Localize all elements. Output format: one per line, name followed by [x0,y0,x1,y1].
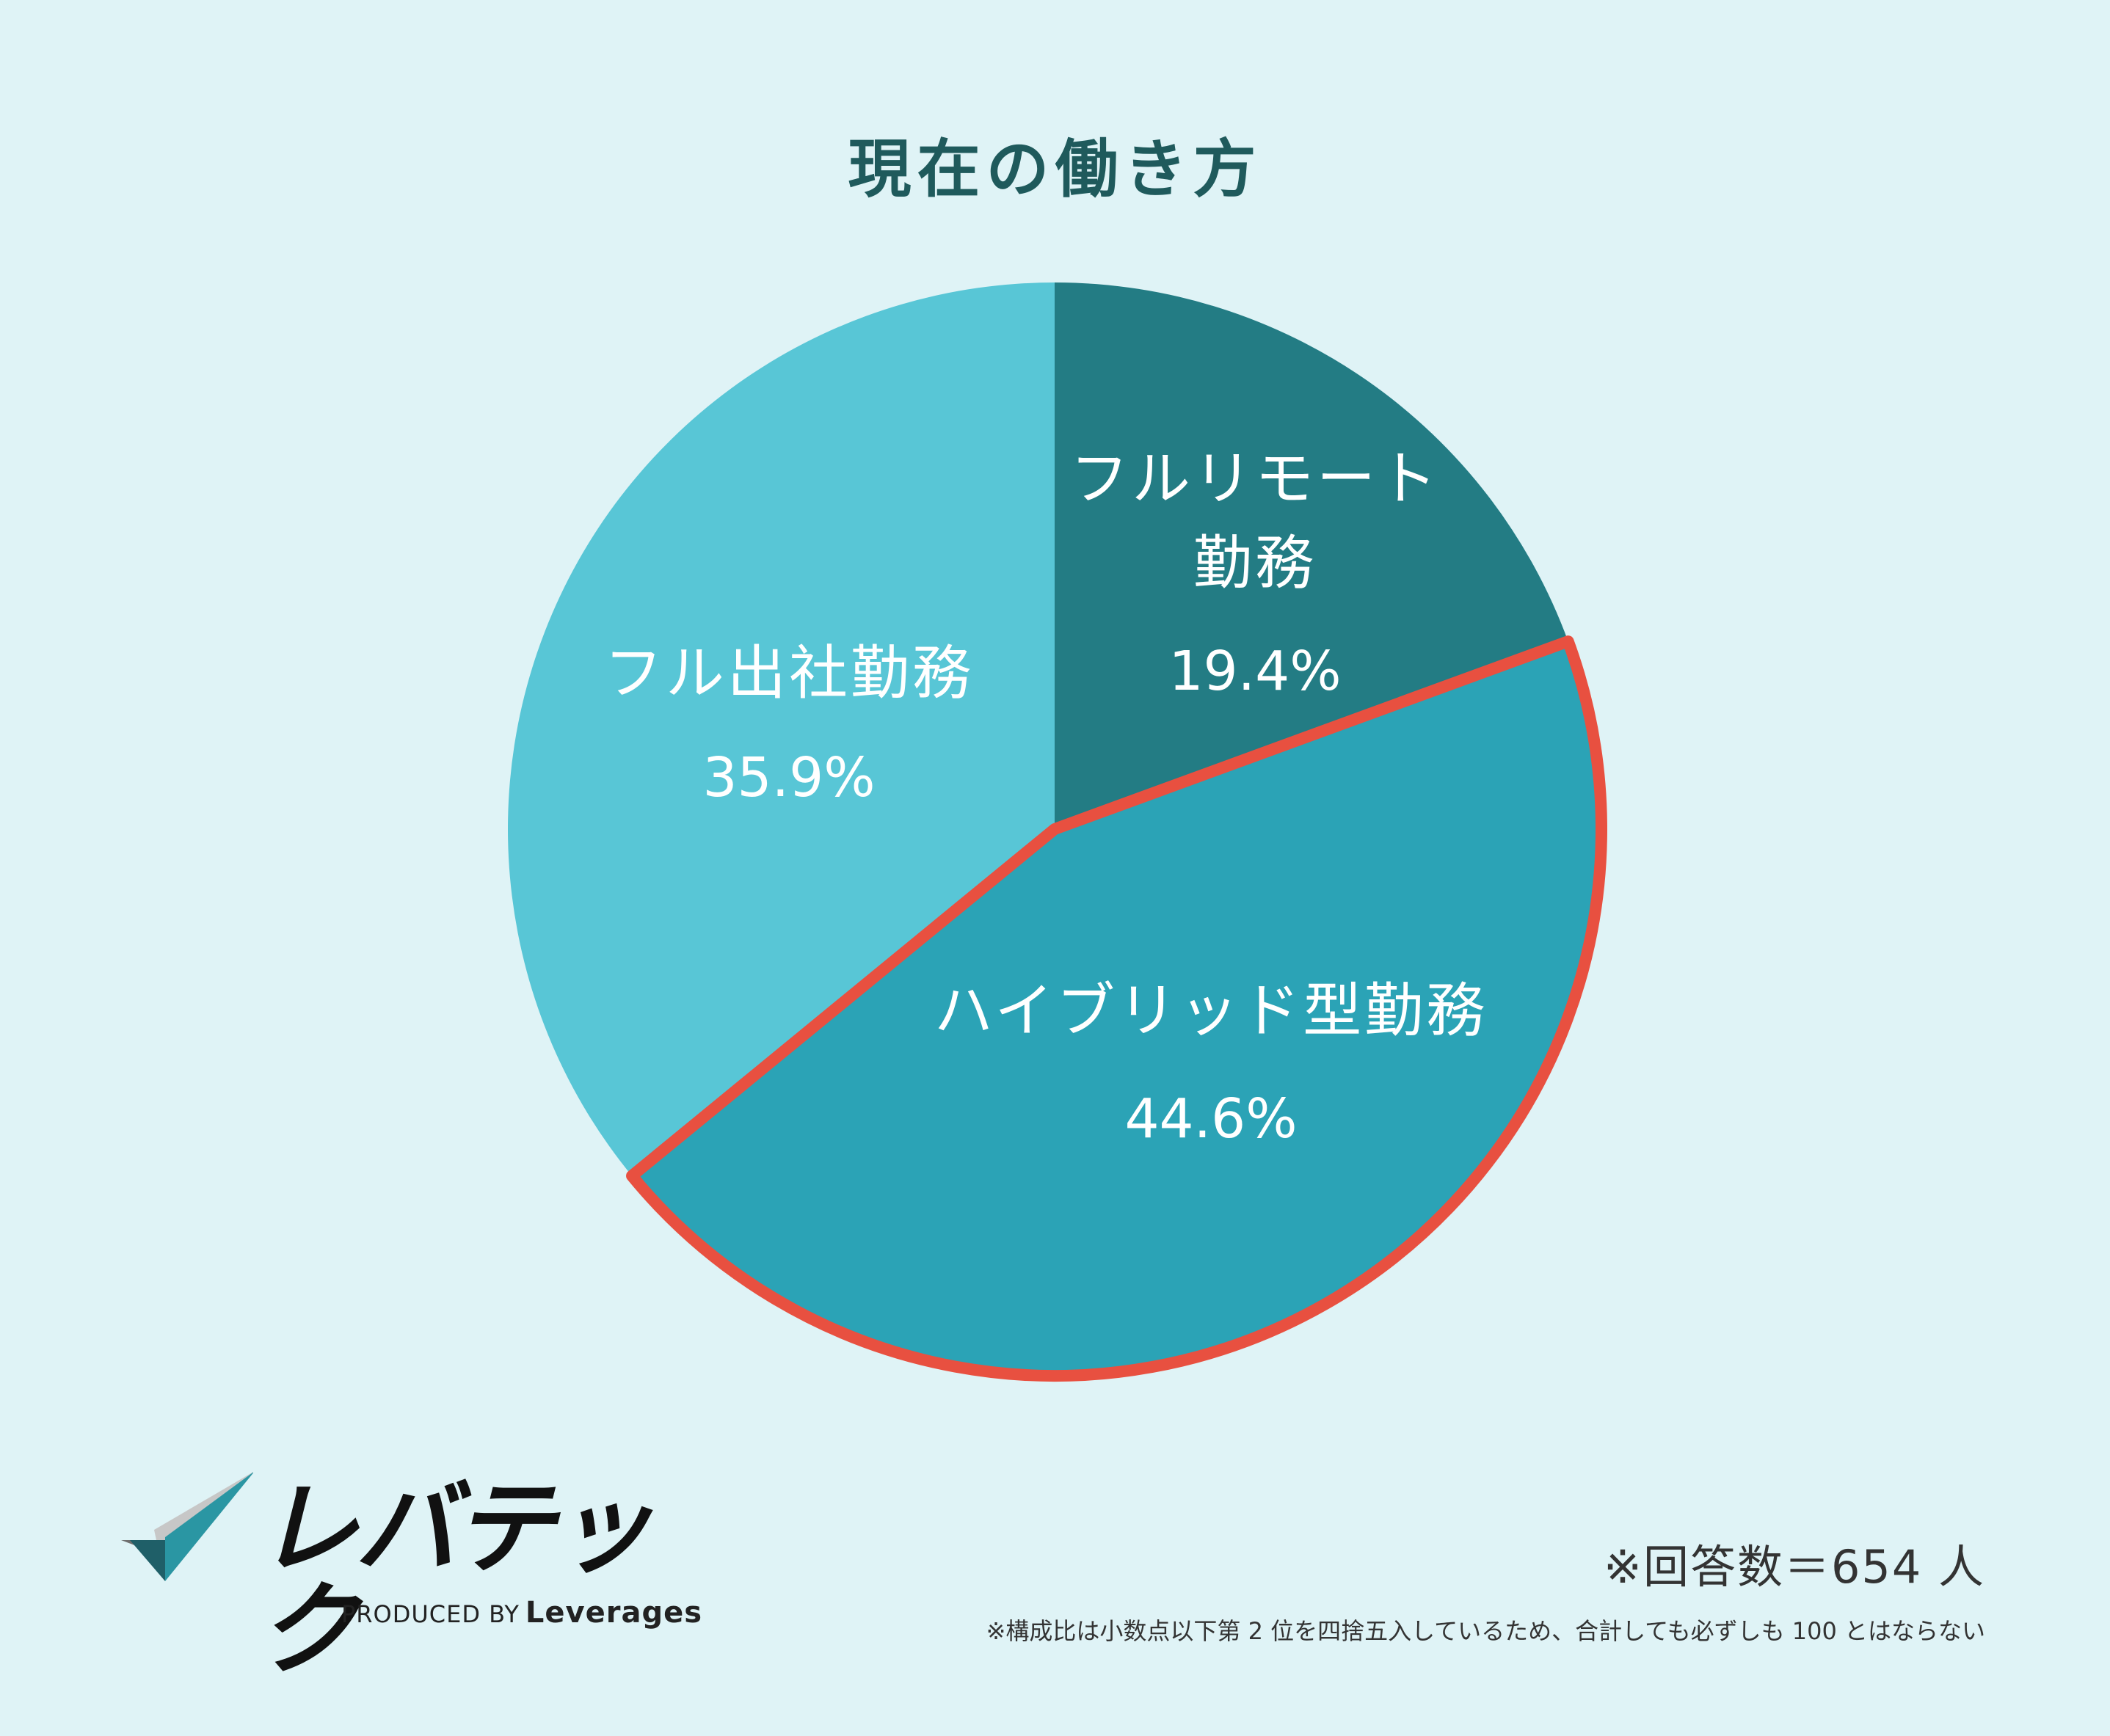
slice-value-2: 44.6% [1124,1087,1297,1150]
slice-label-1-line-2: 勤務 [1193,529,1317,597]
pie-slice-2 [626,635,1607,1382]
slice-value-3: 35.9% [702,746,875,809]
footnote: ※構成比は小数点以下第 2 位を四捨五入しているため、合計しても必ずしも 100… [986,1617,1985,1645]
logo-mark-icon [121,1472,253,1581]
pie-slice-3 [508,282,1055,1176]
pie-slices [508,282,1607,1382]
pie-slice-1 [1055,282,1568,829]
brand-name: Leverages [525,1596,703,1630]
logo-produced-by: PRODUCED BY Leverages [341,1596,702,1630]
slice-label-2-line-1: ハイブリッド型勤務 [934,977,1488,1045]
chart-title: 現在の働き方 [848,133,1262,206]
slice-value-1: 19.4% [1168,640,1341,703]
produced-by-text: PRODUCED BY [341,1600,520,1628]
slice-label-3-line-1: フル出社勤務 [604,639,974,707]
logo-name: レバテック [257,1470,653,1689]
slice-label-1-line-1: フルリモート [1070,445,1440,513]
levtech-logo: レバテック PRODUCED BY Leverages [121,1471,702,1681]
respondent-count: ※回答数＝654 人 [1604,1540,1985,1594]
